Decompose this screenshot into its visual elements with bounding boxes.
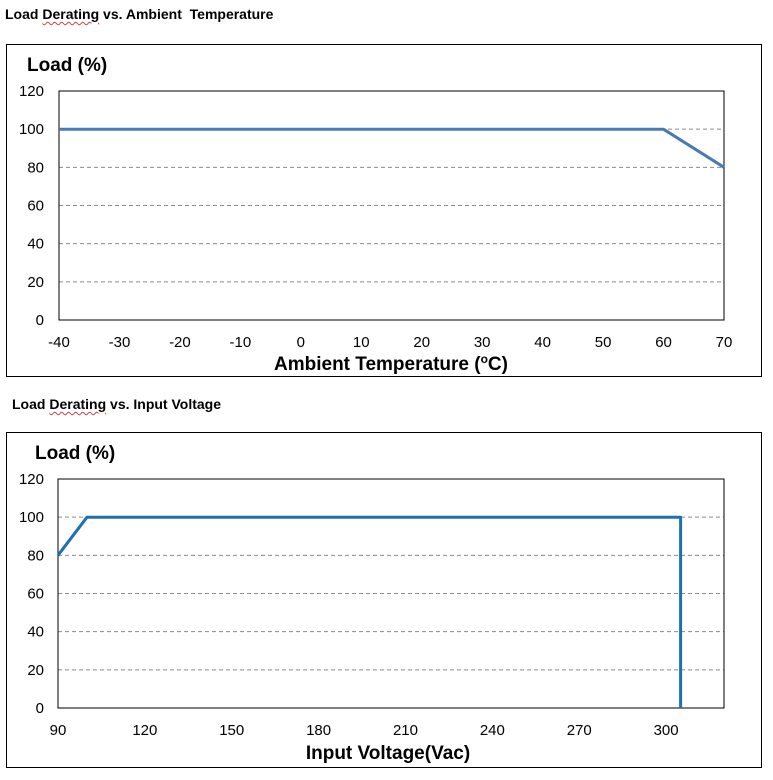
- chart2-xtick-label-120: 120: [132, 722, 157, 739]
- heading1-part-2: vs. Ambient Temperature: [99, 6, 274, 22]
- chart2-panel: 0 20 40 60 80 100 120 90 120 150 180 210 240 270 300 Lo…: [6, 432, 762, 768]
- chart2-heading: Load Derating vs. Input Voltage: [12, 396, 221, 412]
- chart1-xlabel-part-0: Ambient Temperature (: [274, 354, 481, 375]
- chart1-svg: 0 20 40 60 80 100 120 -40 -30 -20 -10 0 10 20 30 40 50 60…: [19, 55, 733, 375]
- chart2-xtick-label-270: 270: [567, 722, 592, 739]
- heading2-part-0: Load: [12, 396, 50, 412]
- chart1-xtick-label-50: 50: [595, 334, 612, 351]
- chart1-xlabel: Ambient Temperature (oC): [274, 352, 508, 375]
- chart2-ytick-label-100: 100: [19, 509, 44, 526]
- chart1-ytick-label-0: 0: [36, 312, 44, 329]
- chart1-xtick-label--20: -20: [169, 334, 191, 351]
- chart1-ytick-label-80: 80: [27, 159, 44, 176]
- chart2-ytick-label-60: 60: [27, 586, 44, 603]
- chart2-xtick-label-240: 240: [480, 722, 505, 739]
- chart1-xtick-label--30: -30: [109, 334, 131, 351]
- heading2-part-1: Derating: [49, 396, 107, 412]
- chart1-xtick-label-10: 10: [353, 334, 370, 351]
- chart2-ytick-label-120: 120: [19, 471, 44, 488]
- chart2-xtick-label-90: 90: [50, 722, 67, 739]
- chart1-ylabel: Load (%): [27, 55, 107, 76]
- chart1-xtick-label-70: 70: [716, 334, 733, 351]
- chart1-heading: Load Derating vs. Ambient Temperature: [5, 6, 273, 22]
- chart2-xtick-label-300: 300: [654, 722, 679, 739]
- chart1-panel: 0 20 40 60 80 100 120 -40 -30 -20 -10 0 10 20 30 40 50 60…: [6, 44, 762, 377]
- chart2-ytick-label-0: 0: [36, 700, 44, 717]
- chart2-ylabel: Load (%): [35, 443, 115, 464]
- chart2-ytick-label-40: 40: [27, 624, 44, 641]
- chart2-xtick-label-180: 180: [306, 722, 331, 739]
- chart2-svg: 0 20 40 60 80 100 120 90 120 150 180 210 240 270 300 Lo…: [19, 443, 725, 764]
- heading2-part-2: vs. Input Voltage: [106, 396, 222, 412]
- chart2-ytick-label-80: 80: [27, 547, 44, 564]
- chart2-series-0-line: [56, 515, 683, 708]
- chart2-ytick-label-20: 20: [27, 662, 44, 679]
- heading1-part-1: Derating: [42, 6, 100, 22]
- chart1-xtick-label--10: -10: [230, 334, 252, 351]
- chart1-xtick-label-30: 30: [474, 334, 491, 351]
- chart1-series-0-line: [59, 127, 725, 169]
- chart1-xtick-label-20: 20: [413, 334, 430, 351]
- chart2-plot-frame: [57, 478, 725, 709]
- chart1-ytick-label-40: 40: [27, 236, 44, 253]
- chart2-xlabel: Input Voltage(Vac): [306, 743, 470, 764]
- chart1-ytick-label-60: 60: [27, 198, 44, 215]
- chart1-ytick-label-20: 20: [27, 274, 44, 291]
- heading1-part-0: Load: [5, 6, 43, 22]
- chart2-xtick-label-210: 210: [393, 722, 418, 739]
- chart1-ytick-label-100: 100: [19, 121, 44, 138]
- chart1-xtick-label-0: 0: [297, 334, 305, 351]
- chart1-xlabel-part-1: o: [481, 352, 488, 366]
- chart1-xlabel-part-2: C): [488, 354, 508, 375]
- chart1-xtick-label-40: 40: [534, 334, 551, 351]
- chart1-ytick-label-120: 120: [19, 83, 44, 100]
- chart2-xtick-label-150: 150: [219, 722, 244, 739]
- chart1-xtick-label--40: -40: [48, 334, 70, 351]
- chart1-xtick-label-60: 60: [655, 334, 672, 351]
- chart1-plot-frame: [58, 90, 725, 321]
